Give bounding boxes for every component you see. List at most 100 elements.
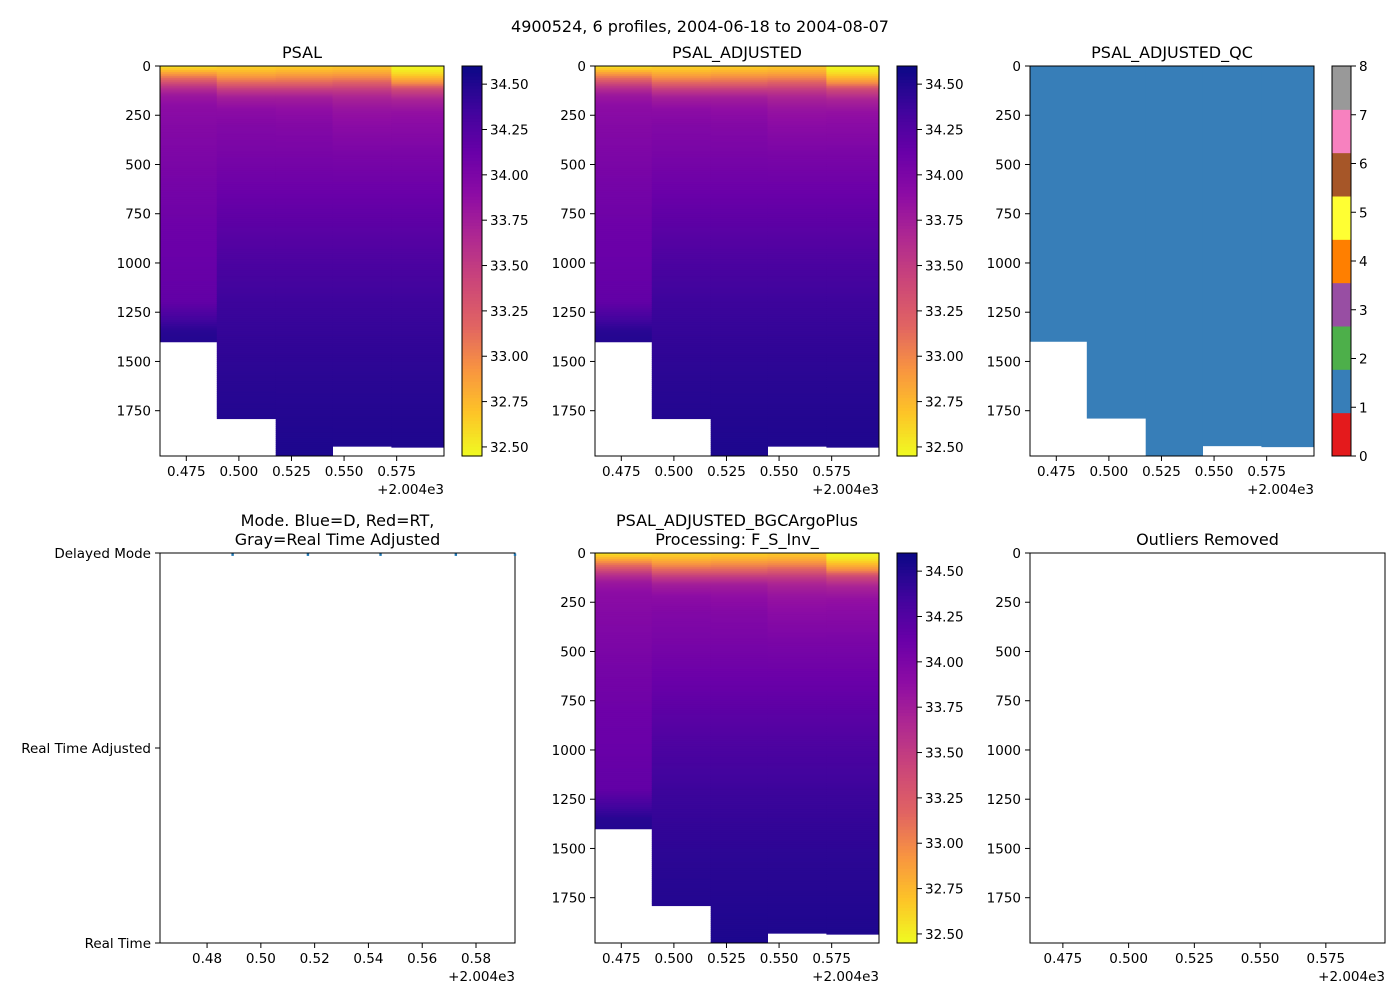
panel-title: PSAL (282, 43, 322, 62)
colorbar-segment (1332, 412, 1351, 457)
salinity-cell (275, 335, 334, 339)
salinity-cell (275, 233, 334, 236)
salinity-cell (826, 249, 879, 252)
salinity-cell (275, 389, 334, 392)
salinity-cell (275, 113, 334, 116)
salinity-cell (160, 83, 218, 87)
salinity-cell (216, 249, 277, 252)
salinity-cell (595, 196, 653, 199)
colorbar-segment (462, 218, 482, 223)
salinity-cell (710, 264, 769, 268)
salinity-cell (595, 570, 653, 574)
salinity-cell (826, 213, 879, 217)
salinity-cell (160, 186, 218, 189)
salinity-cell (216, 241, 277, 244)
colorbar-segment (897, 689, 917, 694)
salinity-cell (651, 219, 712, 223)
panel-psal: 0.475 0.500 0.525 0.550 0.575+2.004e30250500… (117, 43, 529, 498)
salinity-cell (710, 217, 769, 221)
salinity-cell (391, 235, 444, 238)
colorbar-segment (897, 767, 917, 772)
salinity-cell (332, 347, 392, 351)
salinity-cell (710, 659, 769, 662)
salinity-cell (595, 641, 653, 645)
colorbar-segment (897, 137, 917, 142)
salinity-cell (826, 775, 879, 779)
salinity-cell (332, 436, 392, 439)
salinity-cell (275, 333, 334, 337)
salinity-cell (160, 203, 218, 207)
salinity-cell (826, 69, 879, 73)
salinity-cell (216, 197, 277, 201)
salinity-cell (216, 347, 277, 351)
salinity-cell (216, 243, 277, 246)
colorbar-segment (897, 894, 917, 899)
salinity-cell (651, 363, 712, 366)
salinity-cell (651, 675, 712, 678)
colorbar-segment (462, 196, 482, 200)
salinity-cell (216, 176, 277, 179)
salinity-cell (710, 365, 769, 368)
salinity-cell (216, 101, 277, 104)
salinity-cell (651, 255, 712, 258)
salinity-cell (651, 661, 712, 664)
salinity-cell (710, 77, 769, 81)
salinity-cell (391, 422, 444, 425)
salinity-cell (332, 132, 392, 136)
salinity-cell (710, 891, 769, 895)
salinity-cell (710, 322, 769, 325)
salinity-cell (332, 107, 392, 110)
salinity-cell (391, 146, 444, 150)
colorbar-segment (897, 640, 917, 645)
salinity-cell (767, 408, 827, 412)
salinity-cell (160, 231, 218, 234)
salinity-cell (160, 146, 218, 150)
y-tick-label: Real Time (85, 936, 151, 952)
salinity-cell (710, 706, 769, 710)
salinity-cell (275, 406, 334, 410)
salinity-cell (826, 598, 879, 601)
salinity-cell (391, 314, 444, 317)
salinity-cell (767, 639, 827, 643)
salinity-cell (710, 170, 769, 173)
salinity-cell (826, 253, 879, 256)
salinity-cell (275, 292, 334, 295)
salinity-cell (826, 408, 879, 412)
salinity-cell (595, 148, 653, 152)
salinity-cell (275, 66, 334, 69)
salinity-cell (160, 249, 218, 252)
salinity-cell (826, 879, 879, 883)
salinity-cell (332, 383, 392, 386)
colorbar-segment (462, 329, 482, 334)
salinity-cell (767, 71, 827, 75)
salinity-cell (595, 763, 653, 767)
salinity-cell (826, 814, 879, 818)
salinity-cell (710, 939, 769, 942)
salinity-cell (391, 97, 444, 100)
colorbar-segment (462, 378, 482, 382)
salinity-cell (767, 308, 827, 311)
colorbar-segment (897, 683, 917, 687)
salinity-cell (826, 400, 879, 404)
salinity-cell (216, 123, 277, 126)
salinity-cell (332, 73, 392, 77)
salinity-cell (767, 144, 827, 148)
salinity-cell (595, 618, 653, 621)
salinity-cell (391, 302, 444, 305)
salinity-cell (595, 190, 653, 193)
salinity-cell (651, 247, 712, 250)
salinity-cell (595, 614, 653, 617)
salinity-cell (160, 156, 218, 160)
colorbar-segment (462, 358, 482, 363)
salinity-cell (160, 339, 218, 343)
salinity-cell (595, 669, 653, 672)
salinity-cell (710, 235, 769, 238)
salinity-cell (595, 142, 653, 146)
salinity-cell (826, 361, 879, 364)
colorbar-segment (462, 105, 482, 109)
salinity-cell (275, 188, 334, 191)
salinity-cell (767, 621, 827, 625)
salinity-cell (160, 142, 218, 146)
colorbar-segment (462, 254, 482, 259)
colorbar-segment (897, 329, 917, 334)
